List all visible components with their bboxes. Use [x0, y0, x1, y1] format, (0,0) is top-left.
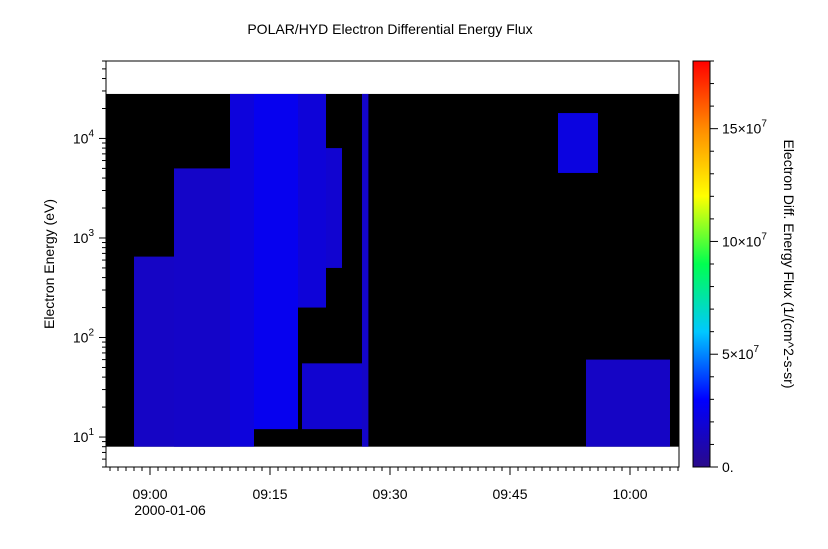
- colorbar-tick-label: 5×107: [722, 344, 760, 362]
- colorbar-tick-label: 0.: [722, 459, 734, 475]
- flux-region-1: [174, 168, 230, 447]
- plot-frame: [105, 60, 680, 468]
- x-axis-date-label: 2000-01-06: [134, 502, 206, 518]
- x-axis: 09:00 09:15 09:30 09:45 10:00: [109, 467, 679, 502]
- y-tick-label: 101: [73, 427, 95, 445]
- colorbar-tick-label: 15×107: [722, 119, 767, 137]
- x-tick-label: 09:45: [492, 486, 527, 502]
- colorbar: 0. 5×107 10×107 15×107 Electron Diff. Energ…: [692, 60, 797, 475]
- flux-region-9: [586, 359, 670, 447]
- y-tick-label: 104: [73, 128, 95, 146]
- flux-region-8: [558, 113, 598, 173]
- y-axis-label: Electron Energy (eV): [41, 199, 57, 329]
- flux-region-4: [298, 93, 326, 308]
- flux-region-2: [230, 93, 254, 447]
- flux-regions: [134, 93, 670, 447]
- plot-area: [105, 60, 680, 468]
- colorbar-ticks: 0. 5×107 10×107 15×107: [710, 60, 767, 475]
- flux-region-6: [302, 363, 366, 430]
- x-tick-label: 10:00: [612, 486, 647, 502]
- flux-region-3: [254, 93, 298, 430]
- y-axis: 101 102 103 104: [73, 60, 106, 468]
- chart-title: POLAR/HYD Electron Differential Energy F…: [247, 21, 532, 37]
- y-tick-label: 102: [73, 328, 95, 346]
- x-tick-label: 09:15: [252, 486, 287, 502]
- colorbar-label: Electron Diff. Energy Flux (1/(cm^2-s-sr…: [781, 139, 797, 388]
- colorbar-gradient: [692, 60, 711, 468]
- flux-region-5: [326, 148, 342, 268]
- flux-region-7: [362, 93, 369, 447]
- x-tick-label: 09:30: [372, 486, 407, 502]
- colorbar-tick-label: 10×107: [722, 231, 767, 249]
- x-tick-label: 09:00: [132, 486, 167, 502]
- y-tick-label: 103: [73, 228, 95, 246]
